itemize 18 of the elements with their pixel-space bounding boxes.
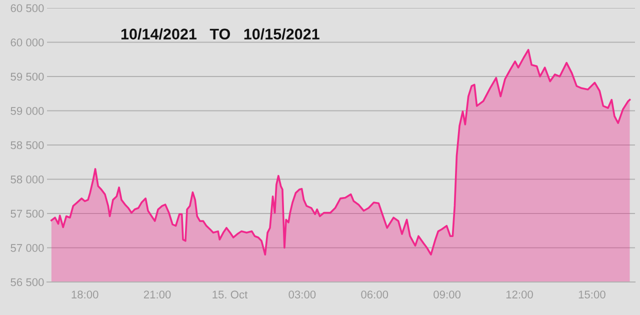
y-tick-label: 56 500	[10, 278, 44, 286]
text: 10/14/2021 TO 10/15/2021	[121, 28, 320, 40]
x-tick-label: 03:00	[288, 290, 316, 298]
y-tick-label: 59 000	[10, 107, 44, 115]
y-tick-label: 58 500	[10, 141, 44, 150]
x-tick-label: 06:00	[361, 290, 388, 298]
x-tick-label: 15. Oct	[212, 290, 248, 298]
y-tick-label: 60 500	[10, 4, 44, 12]
y-tick-label: 57 000	[10, 244, 44, 252]
x-tick-label: 18:00	[72, 290, 98, 298]
y-tick-label: 60 000	[10, 38, 44, 46]
y-tick-label: 58 000	[10, 176, 44, 184]
x-tick-label: 09:00	[434, 290, 461, 298]
x-tick-label: 12:00	[506, 290, 533, 298]
x-tick-label: 15:00	[578, 290, 606, 298]
x-tick-label: 21:00	[144, 290, 171, 298]
y-tick-label: 59 500	[10, 72, 44, 81]
y-tick-label: 57 500	[10, 210, 44, 218]
